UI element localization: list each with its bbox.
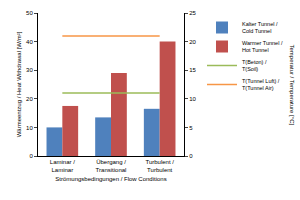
svg-text:50: 50 xyxy=(26,10,33,16)
svg-text:10: 10 xyxy=(189,96,196,102)
svg-text:T(Tunnel Luft) /T(Tunnel Air): T(Tunnel Luft) /T(Tunnel Air) xyxy=(242,78,280,91)
svg-text:20: 20 xyxy=(26,96,33,102)
svg-text:40: 40 xyxy=(26,39,33,45)
svg-text:0: 0 xyxy=(189,153,193,159)
svg-text:30: 30 xyxy=(26,67,33,73)
svg-text:Strömungsbedingungen / Flow Co: Strömungsbedingungen / Flow Conditions xyxy=(55,176,166,182)
svg-text:Wärmeentzug / Heat Withdrawal: Wärmeentzug / Heat Withdrawal [W/m²] xyxy=(16,31,22,137)
svg-text:Übergang /Transitional: Übergang /Transitional xyxy=(96,159,127,173)
svg-text:Turbulent /Turbulent: Turbulent /Turbulent xyxy=(145,159,174,173)
svg-text:Temperatur / Temperature [°C]: Temperatur / Temperature [°C] xyxy=(289,45,295,126)
svg-text:25: 25 xyxy=(189,10,196,16)
svg-text:0: 0 xyxy=(29,153,33,159)
svg-text:Laminar /Laminar: Laminar /Laminar xyxy=(50,159,75,173)
svg-text:5: 5 xyxy=(189,125,193,131)
svg-text:T(Beton) /T(Soil): T(Beton) /T(Soil) xyxy=(242,59,267,72)
svg-text:20: 20 xyxy=(189,39,196,45)
svg-text:15: 15 xyxy=(189,67,196,73)
svg-text:Kalter Tunnel /Cold Tunnel: Kalter Tunnel /Cold Tunnel xyxy=(242,21,278,34)
svg-text:10: 10 xyxy=(26,125,33,131)
svg-text:Warmer Tunnel /Hot Tunnel: Warmer Tunnel /Hot Tunnel xyxy=(242,40,283,53)
